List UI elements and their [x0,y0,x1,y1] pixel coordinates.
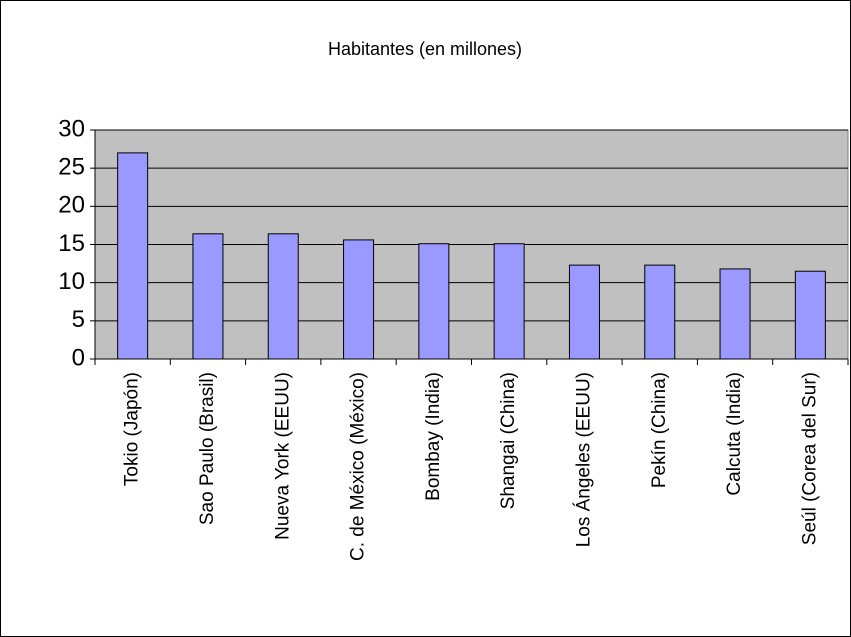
x-tick-label: Bombay (India) [423,372,444,501]
x-tick-label: Los Ángeles (EEUU) [573,372,594,547]
bar [568,264,600,360]
x-tick-label: Tokio (Japón) [122,372,143,486]
y-tick-label: 10 [58,268,85,295]
bar [343,239,375,360]
bar [493,243,525,360]
bar [267,233,299,360]
x-tick-label: Pekín (China) [649,372,670,488]
y-tick-label: 15 [58,230,85,257]
x-tick-label: Seúl (Corea del Sur) [799,372,820,545]
bar [192,233,224,360]
bar [117,152,149,360]
x-tick-label: Nueva York (EEUU) [272,372,293,540]
x-tick-label: Sao Paulo (Brasil) [197,372,218,525]
y-tick-label: 5 [72,306,85,333]
y-tick-label: 25 [58,154,85,181]
bar [719,268,751,360]
y-tick-label: 30 [58,115,85,142]
x-tick-label: Calcuta (India) [724,372,745,496]
x-tick-label: C. de México (México) [348,372,369,561]
x-tick-label: Shangai (China) [498,372,519,509]
bar [794,270,826,360]
bar [644,264,676,360]
y-tick-label: 20 [58,192,85,219]
chart-title: Habitantes (en millones) [328,39,522,59]
y-tick-label: 0 [72,344,85,371]
bar [418,243,450,360]
